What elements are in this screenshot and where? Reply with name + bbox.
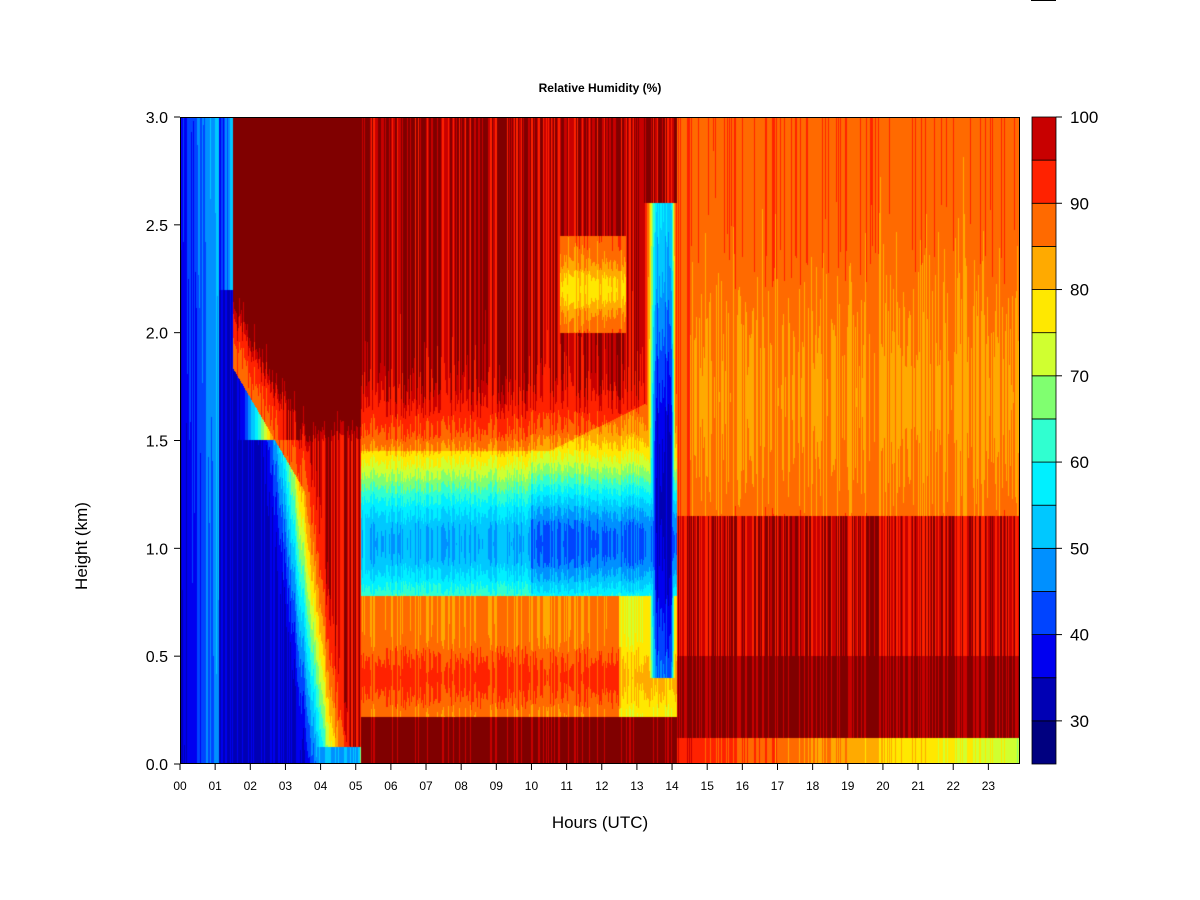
- x-tick-label: 01: [208, 779, 222, 793]
- x-tick-label: 12: [595, 779, 609, 793]
- colorbar-segment: [1031, 418, 1057, 463]
- colorbar-segment: [1031, 245, 1057, 290]
- x-tick-label: 14: [665, 779, 679, 793]
- x-tick-label: 11: [560, 779, 573, 793]
- y-tick-label: 2.5: [146, 218, 168, 235]
- x-tick-label: 13: [630, 779, 644, 793]
- colorbar-segment: [1031, 202, 1057, 247]
- x-tick-label: 02: [244, 779, 258, 793]
- colorbar-tick-label: 60: [1070, 453, 1089, 472]
- x-tick-label: 22: [947, 779, 961, 793]
- colorbar-segment: [1031, 332, 1057, 377]
- colorbar-segment: [1031, 677, 1057, 722]
- x-tick-label: 08: [454, 779, 468, 793]
- y-axis-label: Height (km): [72, 502, 91, 590]
- colorbar-segment: [1031, 461, 1057, 506]
- x-tick-label: 03: [279, 779, 293, 793]
- x-tick-label: 18: [806, 779, 820, 793]
- heatmap-canvas: [180, 117, 1020, 764]
- colorbar-segment: [1031, 547, 1057, 592]
- colorbar-tick-label: 40: [1070, 626, 1089, 645]
- colorbar-tick-label: 70: [1070, 367, 1089, 386]
- x-tick-label: 05: [349, 779, 363, 793]
- y-tick-label: 1.0: [146, 541, 168, 558]
- x-tick-label: 19: [841, 779, 855, 793]
- colorbar-segment: [1031, 159, 1057, 204]
- colorbar-tick-label: 80: [1070, 281, 1089, 300]
- x-tick-label: 16: [736, 779, 750, 793]
- colorbar-segment: [1031, 634, 1057, 679]
- x-tick-label: 07: [419, 779, 433, 793]
- y-tick-label: 1.5: [146, 434, 168, 451]
- colorbar-segment: [1031, 289, 1057, 334]
- x-tick-label: 20: [876, 779, 890, 793]
- x-tick-label: 04: [314, 779, 328, 793]
- y-tick-label: 2.0: [146, 326, 168, 343]
- x-tick-label: 15: [701, 779, 715, 793]
- colorbar-segment: [1031, 375, 1057, 420]
- colorbar-segment: [1031, 591, 1057, 636]
- colorbar-tick-label: 30: [1070, 712, 1089, 731]
- colorbar-segment: [1031, 720, 1057, 765]
- colorbar-tick-label: 90: [1070, 194, 1089, 213]
- chart-title: Relative Humidity (%): [538, 81, 662, 95]
- x-tick-label: 06: [384, 779, 398, 793]
- x-axis-label: Hours (UTC): [551, 813, 649, 832]
- y-tick-label: 0.5: [146, 649, 168, 666]
- x-tick-label: 00: [173, 779, 187, 793]
- x-tick-label: 17: [771, 779, 785, 793]
- x-tick-label: 23: [982, 779, 996, 793]
- colorbar-segment: [1031, 116, 1057, 161]
- y-tick-label: 3.0: [146, 110, 168, 127]
- y-tick-label: 0.0: [146, 757, 168, 774]
- x-tick-label: 10: [525, 779, 539, 793]
- x-tick-label: 09: [490, 779, 504, 793]
- corner-mark: [1031, 0, 1056, 1]
- colorbar-segment: [1031, 504, 1057, 549]
- colorbar-tick-label: 50: [1070, 539, 1089, 558]
- x-tick-label: 21: [911, 779, 925, 793]
- plot-frame: [180, 117, 1020, 764]
- colorbar-tick-label: 100: [1070, 108, 1098, 127]
